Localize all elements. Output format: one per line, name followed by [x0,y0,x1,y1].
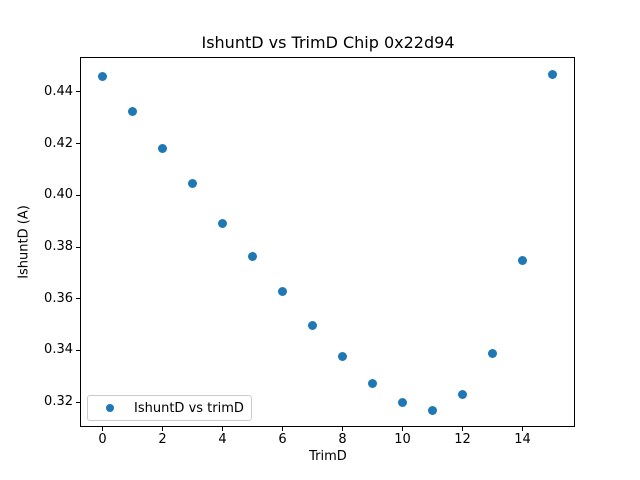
x-tick-mark [222,427,223,432]
data-point [488,349,497,359]
x-tick-label: 6 [278,432,287,447]
legend: IshuntD vs trimD [87,395,252,421]
x-tick-label: 4 [218,432,227,447]
x-tick-mark [162,427,163,432]
x-tick-label: 8 [338,432,347,447]
y-tick-label: 0.44 [44,83,73,99]
x-tick-label: 2 [158,432,167,447]
y-tick-label: 0.40 [44,187,73,203]
x-tick-mark [462,427,463,432]
x-tick-mark [402,427,403,432]
data-point [338,351,347,361]
x-tick-mark [522,427,523,432]
chart-title: IshuntD vs TrimD Chip 0x22d94 [201,33,455,52]
y-tick-mark [76,194,80,196]
data-point [398,397,407,407]
data-point [188,178,197,188]
data-point [428,405,437,415]
x-tick-label: 14 [514,432,531,447]
legend-label: IshuntD vs trimD [134,400,244,416]
y-tick-label: 0.42 [44,135,73,151]
y-tick-mark [76,298,80,300]
data-point [98,72,107,82]
x-axis-label: TrimD [309,449,347,464]
x-tick-mark [342,427,343,432]
data-point [518,255,527,265]
y-tick-mark [76,401,80,403]
data-point [308,321,317,331]
x-tick-mark [102,427,103,432]
y-tick-label: 0.34 [44,342,73,358]
data-point [548,69,557,79]
data-point [128,107,137,117]
x-tick-label: 10 [394,432,411,447]
data-point [278,286,287,296]
data-point [458,390,467,400]
x-tick-label: 12 [454,432,471,447]
y-tick-mark [76,91,80,93]
data-point [158,144,167,154]
plot-area [80,57,575,427]
y-tick-mark [76,143,80,145]
y-tick-mark [76,349,80,351]
data-point [368,379,377,389]
y-tick-label: 0.38 [44,239,73,255]
x-tick-label: 0 [98,432,107,447]
data-point [248,251,257,261]
y-tick-mark [76,246,80,248]
y-tick-label: 0.32 [44,394,73,410]
y-tick-label: 0.36 [44,290,73,306]
x-tick-mark [282,427,283,432]
data-point [218,219,227,229]
legend-marker-icon [106,404,114,412]
